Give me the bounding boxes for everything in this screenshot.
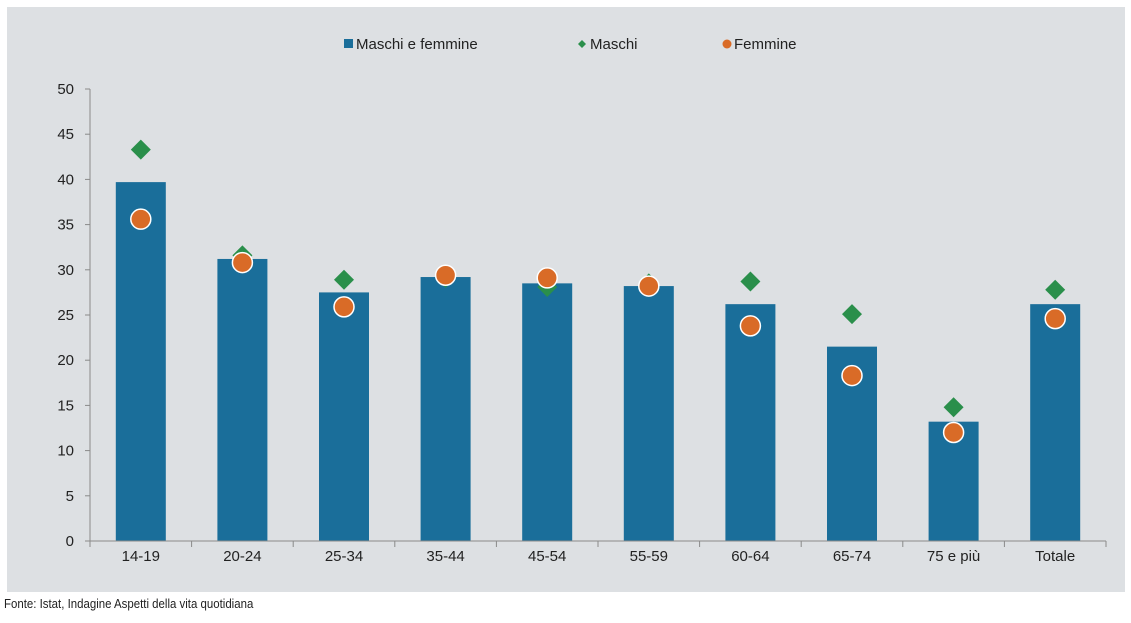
x-tick-label-35-44: 35-44	[426, 548, 464, 565]
bar-25-34	[319, 292, 369, 541]
femmine-point-60-64	[739, 315, 762, 337]
y-tick-label: 5	[66, 488, 74, 505]
legend-swatch-maschi-e-femmine	[344, 39, 353, 48]
maschi-point-75-e-pi	[943, 397, 964, 418]
y-tick-label: 0	[66, 533, 74, 550]
legend-swatch-maschi	[578, 40, 586, 48]
source-note: Fonte: Istat, Indagine Aspetti della vit…	[4, 596, 254, 611]
legend-label-maschi: Maschi	[590, 36, 638, 53]
maschi-point-14-19	[130, 139, 151, 160]
bar-20-24	[217, 258, 268, 541]
chart-svg: Maschi e femmine Maschi Femmine 0 5 10 15 20 25…	[57, 36, 1107, 565]
chart-panel: Maschi e femmine Maschi Femmine 0 5 10 15 20 25…	[7, 7, 1125, 592]
legend-label-femmine: Femmine	[734, 36, 797, 53]
femmine-point-55-59	[638, 275, 660, 297]
bar-60-64	[725, 304, 776, 541]
femmine-point-65-74	[841, 364, 863, 387]
bar-14-19	[115, 182, 166, 541]
x-tick-label-75-e-pi: 75 e più	[927, 548, 980, 565]
x-tick-label-55-59: 55-59	[630, 548, 668, 565]
y-tick-label: 20	[57, 352, 74, 369]
bar-45-54	[522, 283, 573, 541]
bar-series	[115, 182, 1081, 541]
bar-35-44	[420, 277, 471, 541]
x-tick-label-25-34: 25-34	[325, 548, 363, 565]
x-tick-label-14-19: 14-19	[122, 548, 160, 565]
bar-totale	[1030, 304, 1081, 541]
y-tick-label: 10	[57, 443, 74, 460]
legend-label-maschi-e-femmine: Maschi e femmine	[356, 36, 478, 53]
y-axis: 0 5 10 15 20 25 30 35 40 45 50	[57, 81, 91, 550]
maschi-point-25-34	[334, 269, 354, 290]
maschi-point-60-64	[740, 271, 761, 292]
y-tick-label: 50	[57, 81, 74, 98]
x-tick-label-20-24: 20-24	[223, 548, 261, 565]
femmine-point-25-34	[333, 296, 355, 318]
x-axis: 14-19 20-24 25-34 35-44 45-54 55-59 60-64 65-74…	[89, 540, 1107, 565]
y-tick-label: 45	[57, 126, 74, 143]
y-tick-label: 25	[57, 307, 74, 324]
femmine-point-45-54	[536, 267, 558, 289]
maschi-point-65-74	[842, 304, 862, 325]
femmine-point-20-24	[231, 251, 254, 274]
bar-55-59	[623, 286, 674, 541]
x-tick-label-45-54: 45-54	[528, 548, 566, 565]
y-tick-label: 15	[57, 397, 74, 414]
legend: Maschi e femmine Maschi Femmine	[344, 36, 797, 53]
legend-swatch-femmine	[722, 39, 732, 49]
femmine-point-35-44	[434, 264, 457, 286]
x-tick-label-60-64: 60-64	[731, 548, 769, 565]
x-tick-label-totale: Totale	[1035, 548, 1075, 565]
femmine-point-totale	[1044, 307, 1066, 330]
y-tick-label: 40	[57, 171, 74, 188]
femmine-point-14-19	[130, 208, 152, 230]
y-tick-label: 30	[57, 262, 74, 279]
y-tick-label: 35	[57, 217, 74, 234]
marker-series	[130, 139, 1066, 444]
femmine-point-75-e-pi	[942, 421, 965, 444]
x-tick-label-65-74: 65-74	[833, 548, 871, 565]
maschi-point-totale	[1045, 279, 1066, 300]
